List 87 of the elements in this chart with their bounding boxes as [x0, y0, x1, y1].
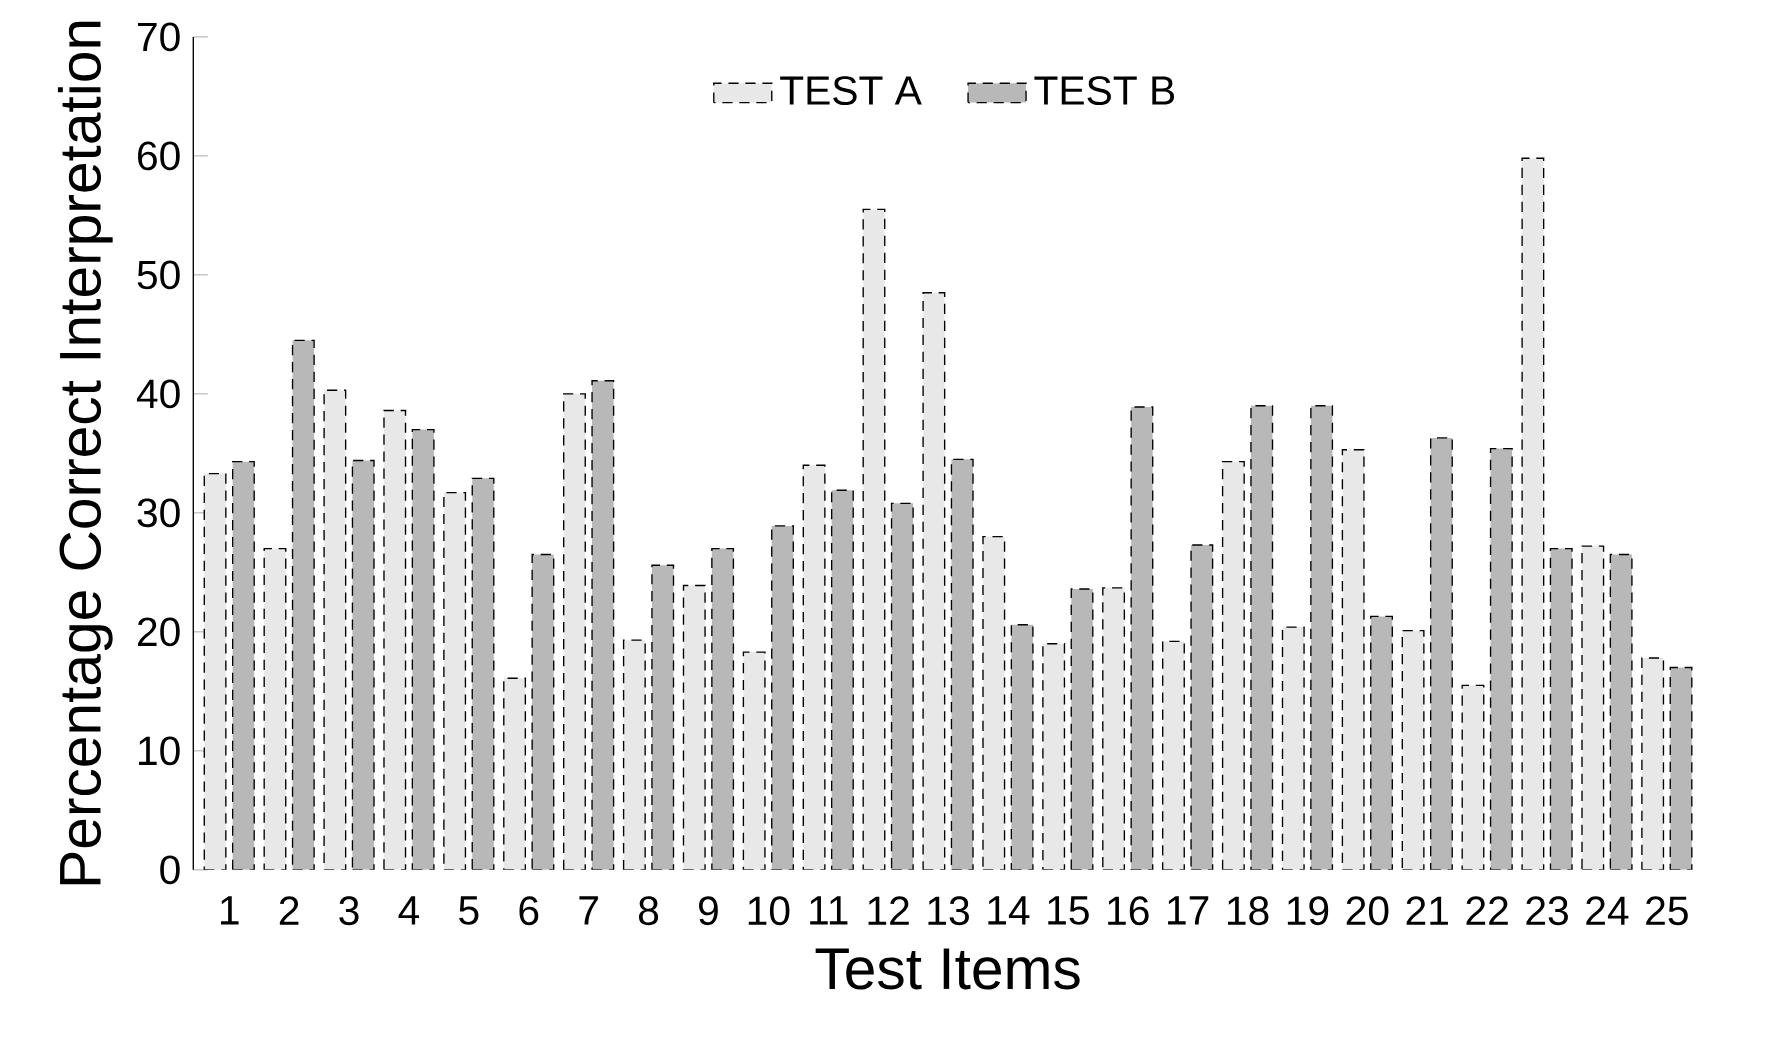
bar: [1641, 657, 1665, 870]
x-tick-label: 10: [748, 896, 790, 925]
bar: [1070, 588, 1094, 870]
x-tick-label: 6: [519, 896, 539, 925]
bar: [231, 460, 255, 870]
x-tick-label: 8: [638, 896, 659, 925]
y-tick-label: 70: [138, 22, 180, 52]
bar: [1401, 629, 1425, 870]
bar: [1461, 684, 1485, 870]
bar: [1162, 640, 1185, 870]
x-tick-label: 20: [1346, 896, 1389, 925]
y-tick-label: 20: [137, 617, 180, 647]
bar: [323, 389, 347, 870]
x-tick-label: 19: [1287, 896, 1329, 925]
x-tick-label: 13: [928, 896, 969, 925]
x-tick-label: 14: [988, 896, 1030, 925]
x-tick-label: 22: [1466, 896, 1508, 925]
y-tick-label: 40: [136, 379, 180, 409]
bar: [1609, 553, 1633, 870]
bar: [651, 564, 675, 870]
y-tick-label: 60: [138, 141, 180, 171]
x-tick-label: 25: [1646, 896, 1688, 925]
x-tick-label: 2: [279, 896, 299, 925]
x-tick-label: 21: [1406, 896, 1448, 925]
x-tick-label: 24: [1586, 896, 1629, 925]
y-tick-label: 30: [137, 498, 180, 528]
bar: [1521, 157, 1545, 870]
bar: [471, 477, 495, 870]
bar: [682, 584, 706, 870]
x-tick-label: 17: [1168, 896, 1209, 925]
bar: [802, 464, 826, 870]
x-tick-label: 16: [1108, 896, 1149, 925]
bar: [982, 535, 1006, 870]
bar: [950, 458, 974, 870]
bar: [1489, 447, 1513, 870]
x-tick-label: 23: [1526, 896, 1568, 925]
bar: [531, 553, 555, 870]
bar: [1190, 544, 1214, 870]
bar: [591, 379, 615, 870]
bar: [291, 339, 315, 870]
bar: [742, 651, 766, 870]
bar: [1669, 666, 1693, 870]
y-tick-label: 0: [160, 855, 180, 885]
y-axis-title: Percentage Correct Interpretation: [57, 21, 113, 884]
x-tick-label: 1: [221, 896, 239, 925]
bar: [1221, 460, 1245, 870]
bar: [1130, 406, 1154, 870]
bar: [563, 392, 586, 870]
x-tick-label: 18: [1227, 896, 1269, 925]
bar: [411, 428, 435, 870]
bar: [443, 491, 467, 870]
bar: [1250, 404, 1274, 870]
bar: [1370, 615, 1393, 870]
legend-label: TEST A: [780, 75, 922, 105]
bar: [1102, 586, 1126, 870]
x-tick-label: 11: [810, 896, 848, 925]
bar: [711, 547, 735, 870]
bar: [1429, 436, 1453, 870]
bar: [890, 502, 914, 870]
x-axis-title: Test Items: [815, 948, 1080, 990]
x-tick-label: 5: [459, 896, 479, 925]
bar: [383, 409, 407, 870]
x-tick-label: 15: [1048, 896, 1089, 925]
bar: [1310, 404, 1334, 870]
bar: [771, 525, 794, 870]
bar: [203, 472, 227, 870]
legend-label: TEST B: [1034, 75, 1175, 105]
bar: [922, 291, 946, 870]
x-tick-label: 4: [398, 896, 420, 925]
bar: [862, 208, 886, 870]
bar: [1549, 547, 1573, 870]
x-tick-label: 9: [699, 896, 718, 925]
y-tick-label: 50: [137, 260, 180, 290]
bar: [1042, 642, 1066, 870]
bar: [622, 639, 646, 870]
bar: [1341, 448, 1365, 870]
x-tick-label: 7: [579, 896, 598, 925]
bar: [1281, 626, 1305, 870]
x-tick-label: 3: [339, 896, 359, 925]
bar: [263, 547, 287, 870]
y-tick-label: 10: [139, 736, 180, 766]
bar: [351, 459, 375, 870]
bar: [1010, 623, 1034, 870]
bar: [503, 677, 527, 870]
bar: [1581, 545, 1605, 870]
bar: [830, 489, 854, 870]
x-tick-label: 12: [868, 896, 909, 925]
